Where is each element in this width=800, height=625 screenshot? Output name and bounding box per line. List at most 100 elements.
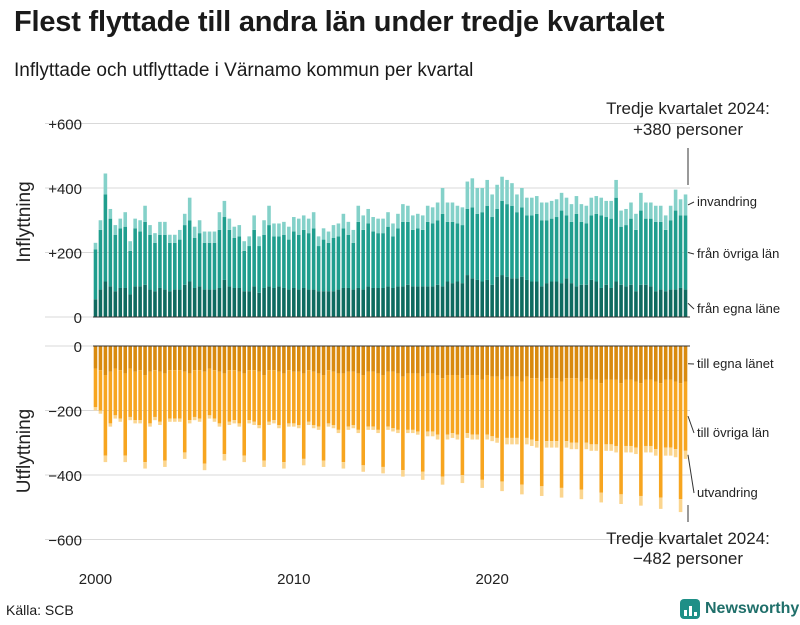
bar-segment-inflyttning [391, 236, 395, 288]
bar-segment-inflyttning [460, 283, 465, 317]
y-tick-label-bottom: −400 [48, 468, 82, 485]
bar-segment-inflyttning [589, 279, 594, 317]
bar-segment-utflyttning [406, 346, 410, 374]
bar-segment-inflyttning [257, 236, 261, 247]
bar-segment-utflyttning [128, 416, 132, 421]
bar-segment-utflyttning [227, 370, 232, 422]
bar-segment-utflyttning [549, 346, 554, 379]
bar-segment-utflyttning [534, 441, 539, 448]
bar-segment-utflyttning [455, 434, 460, 440]
bar-segment-utflyttning [217, 423, 222, 427]
bar-segment-inflyttning [341, 228, 346, 288]
bar-segment-utflyttning [614, 445, 618, 453]
bar-segment-utflyttning [267, 346, 271, 371]
bar-segment-inflyttning [594, 196, 599, 214]
bar-segment-inflyttning [158, 221, 162, 235]
bar-segment-inflyttning [495, 208, 499, 277]
bar-segment-inflyttning [485, 279, 489, 317]
bar-segment-inflyttning [515, 212, 519, 279]
bar-segment-utflyttning [668, 447, 673, 456]
bar-segment-inflyttning [168, 291, 172, 317]
bar-segment-inflyttning [341, 213, 346, 229]
bar-segment-utflyttning [420, 346, 425, 377]
bar-segment-inflyttning [232, 287, 237, 317]
bar-segment-inflyttning [133, 228, 137, 287]
bar-segment-inflyttning [148, 234, 152, 290]
bar-segment-inflyttning [272, 223, 276, 237]
bar-segment-inflyttning [361, 229, 366, 290]
y-tick-label-top: +400 [48, 181, 82, 198]
bar-segment-inflyttning [326, 242, 331, 292]
bar-segment-inflyttning [490, 217, 494, 285]
bar-segment-inflyttning [500, 176, 504, 201]
bar-segment-utflyttning [559, 487, 564, 498]
bar-segment-inflyttning [639, 284, 643, 317]
bar-segment-inflyttning [584, 284, 589, 317]
bar-segment-utflyttning [644, 445, 648, 453]
bar-segment-inflyttning [554, 199, 559, 218]
bar-segment-utflyttning [534, 346, 539, 379]
bar-segment-utflyttning [599, 346, 604, 384]
bar-segment-utflyttning [599, 492, 604, 503]
bar-segment-inflyttning [435, 202, 440, 221]
bar-segment-inflyttning [346, 287, 351, 317]
bar-segment-utflyttning [222, 346, 227, 374]
bar-segment-utflyttning [653, 449, 658, 456]
bar-segment-utflyttning [649, 346, 653, 380]
bar-segment-utflyttning [619, 494, 623, 505]
bar-segment-inflyttning [311, 289, 316, 317]
bar-segment-inflyttning [653, 291, 658, 317]
bar-segment-inflyttning [599, 215, 604, 288]
bar-segment-utflyttning [649, 445, 653, 453]
bar-segment-utflyttning [495, 437, 499, 443]
bar-segment-utflyttning [93, 407, 98, 411]
x-tick-label: 2010 [277, 571, 310, 588]
bar-segment-utflyttning [113, 415, 118, 419]
bar-segment-inflyttning [594, 213, 599, 282]
bar-segment-utflyttning [321, 346, 326, 376]
bar-segment-utflyttning [510, 437, 514, 445]
bar-segment-utflyttning [173, 346, 177, 371]
bar-segment-inflyttning [534, 196, 539, 214]
bar-segment-inflyttning [237, 236, 242, 288]
bar-segment-utflyttning [262, 375, 266, 461]
bar-segment-utflyttning [212, 370, 217, 419]
bar-segment-inflyttning [366, 208, 370, 224]
bar-segment-utflyttning [143, 346, 147, 376]
bar-segment-utflyttning [500, 481, 504, 492]
bar-segment-utflyttning [465, 433, 470, 438]
bar-segment-utflyttning [455, 375, 460, 435]
bar-segment-utflyttning [148, 423, 152, 427]
bar-segment-inflyttning [505, 204, 509, 277]
bar-segment-inflyttning [604, 200, 608, 218]
bar-segment-inflyttning [624, 225, 628, 287]
bar-segment-inflyttning [445, 221, 450, 282]
bar-segment-utflyttning [644, 346, 648, 380]
bar-segment-inflyttning [381, 233, 385, 288]
bar-segment-inflyttning [510, 278, 514, 317]
brand-name: Newsworthy [705, 600, 800, 617]
series-label: invandring [697, 194, 757, 209]
bar-segment-inflyttning [480, 188, 485, 213]
bar-segment-utflyttning [445, 375, 450, 435]
bar-segment-inflyttning [678, 215, 683, 288]
bar-segment-utflyttning [658, 497, 663, 509]
bar-segment-inflyttning [406, 221, 410, 285]
bar-segment-inflyttning [262, 234, 266, 288]
bar-segment-utflyttning [505, 376, 509, 438]
bar-segment-utflyttning [554, 346, 559, 379]
y-tick-label-top: +600 [48, 117, 82, 134]
bar-segment-inflyttning [554, 281, 559, 317]
bar-segment-utflyttning [163, 346, 167, 374]
bar-segment-inflyttning [123, 287, 128, 317]
bar-segment-inflyttning [242, 291, 247, 317]
bar-segment-utflyttning [262, 346, 266, 376]
bar-segment-inflyttning [406, 284, 410, 317]
bar-segment-utflyttning [306, 346, 311, 371]
bar-segment-utflyttning [133, 346, 137, 372]
bar-segment-inflyttning [619, 284, 623, 317]
bar-segment-inflyttning [475, 279, 480, 317]
bar-segment-utflyttning [406, 429, 410, 434]
bar-segment-utflyttning [207, 415, 212, 419]
bar-segment-inflyttning [232, 237, 237, 288]
